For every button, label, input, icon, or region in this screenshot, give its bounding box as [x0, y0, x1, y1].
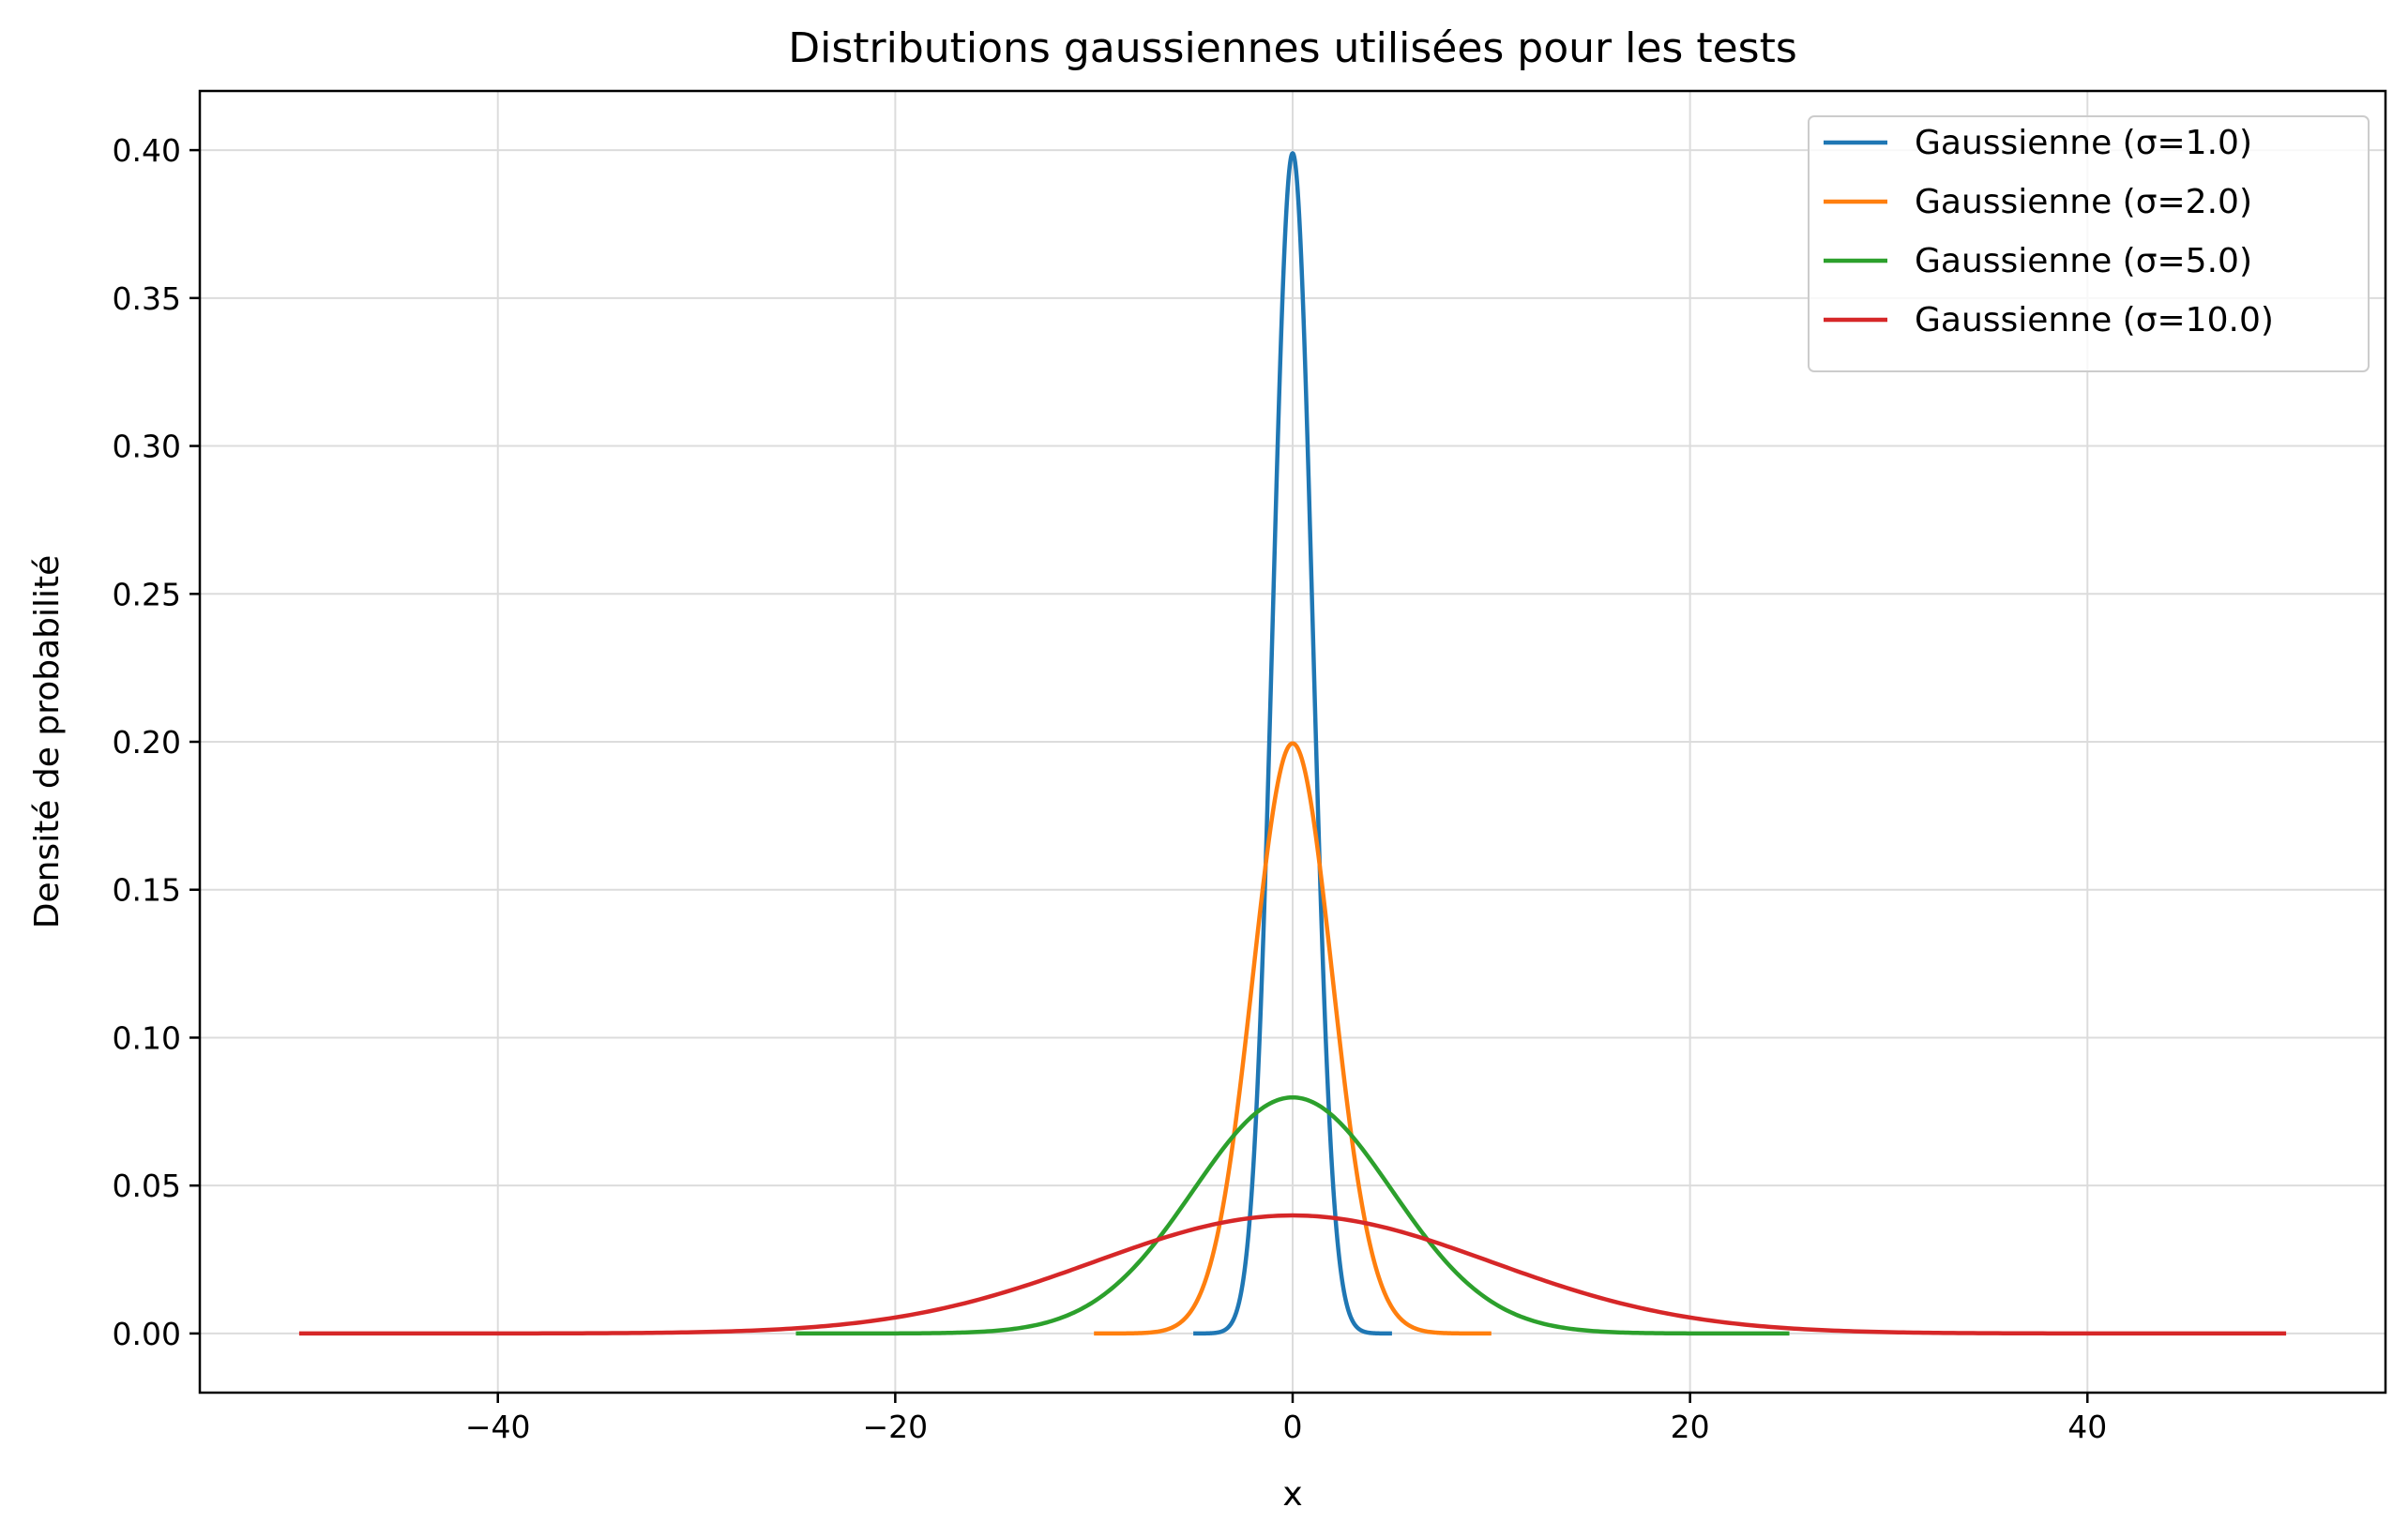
y-tick-label: 0.30 — [113, 429, 181, 465]
y-tick-label: 0.25 — [113, 576, 181, 612]
x-axis: −40 −20 0 20 40 — [465, 1393, 2107, 1445]
y-tick-label: 0.05 — [113, 1168, 181, 1204]
y-tick-label: 0.35 — [113, 280, 181, 317]
plot-area — [298, 151, 2287, 1336]
series-line — [298, 1213, 2287, 1336]
y-tick-label: 0.00 — [113, 1316, 181, 1352]
y-axis-label: Densité de probabilité — [28, 555, 67, 929]
legend-label: Gaussienne (σ=10.0) — [1915, 301, 2274, 339]
x-tick-label: 40 — [2067, 1409, 2107, 1445]
y-axis: 0.00 0.05 0.10 0.15 0.20 0.25 0.30 0.35 0.40 — [113, 132, 200, 1352]
x-tick-label: −40 — [465, 1409, 531, 1445]
x-tick-label: 0 — [1283, 1409, 1303, 1445]
legend-label: Gaussienne (σ=5.0) — [1915, 242, 2252, 280]
series-line — [1191, 151, 1394, 1336]
x-tick-label: −20 — [863, 1409, 929, 1445]
y-tick-label: 0.40 — [113, 132, 181, 169]
legend: Gaussienne (σ=1.0) Gaussienne (σ=2.0) Gaus… — [1808, 115, 2370, 372]
legend-box — [1808, 115, 2370, 372]
x-axis-label: x — [1282, 1475, 1302, 1514]
y-tick-label: 0.10 — [113, 1019, 181, 1056]
legend-label: Gaussienne (σ=1.0) — [1915, 124, 2252, 162]
series-line — [795, 1094, 1790, 1336]
chart-title: Distributions gaussiennes utilisées pour… — [788, 24, 1797, 72]
y-tick-label: 0.20 — [113, 724, 181, 761]
series-line — [1092, 741, 1493, 1336]
x-tick-label: 20 — [1671, 1409, 1710, 1445]
y-tick-label: 0.15 — [113, 872, 181, 909]
legend-label: Gaussienne (σ=2.0) — [1915, 183, 2252, 221]
